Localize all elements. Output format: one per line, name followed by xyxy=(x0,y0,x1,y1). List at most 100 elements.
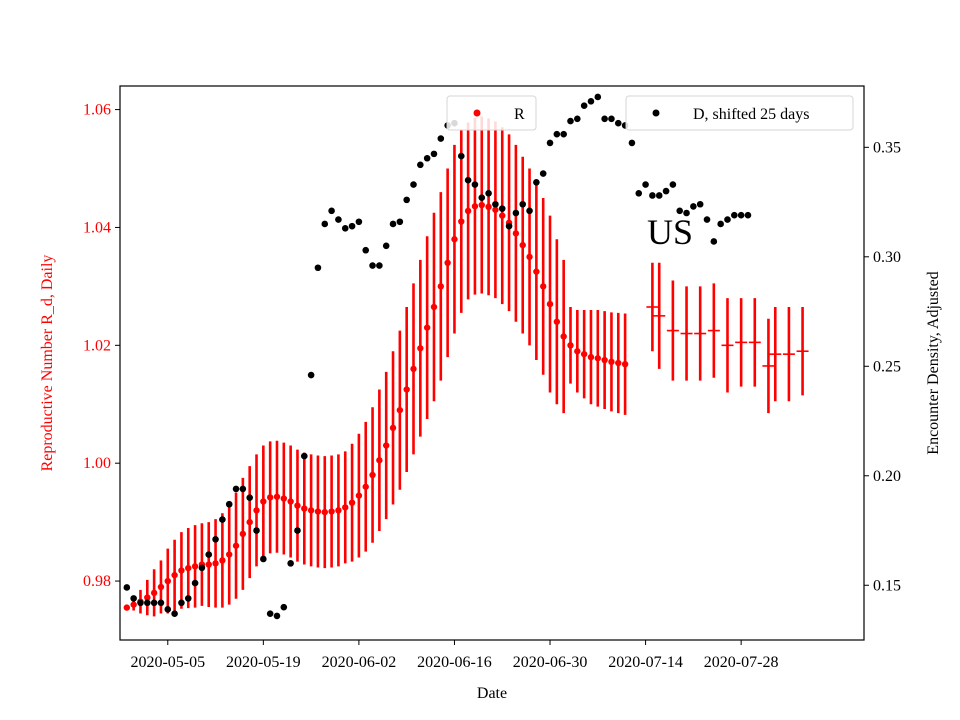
x-tick-label: 2020-06-02 xyxy=(322,654,397,671)
r-point xyxy=(519,241,526,249)
r-point xyxy=(266,494,274,501)
r-point xyxy=(355,492,363,499)
r-point xyxy=(621,360,629,368)
r-point xyxy=(437,283,445,290)
x-tick-label: 2020-07-14 xyxy=(608,654,683,671)
d-point xyxy=(662,187,670,195)
d-point xyxy=(273,612,281,620)
r-point xyxy=(560,333,567,340)
left-tick-label: 1.00 xyxy=(83,455,111,472)
d-point xyxy=(382,242,390,250)
x-axis-title: Date xyxy=(477,685,507,702)
r-point xyxy=(471,203,479,210)
r-point xyxy=(485,203,492,211)
r-point xyxy=(396,406,404,414)
d-point xyxy=(628,139,636,147)
d-point xyxy=(519,200,527,208)
d-point xyxy=(246,494,253,501)
left-tick-label: 0.98 xyxy=(83,573,111,590)
r-point xyxy=(253,507,260,514)
d-point xyxy=(587,98,595,105)
r-point xyxy=(205,561,212,568)
r-point xyxy=(321,508,328,516)
d-point xyxy=(744,211,752,219)
d-point xyxy=(690,203,697,210)
r-point xyxy=(335,507,342,514)
r-point xyxy=(539,283,547,290)
plot-frame xyxy=(119,85,865,641)
x-tick-label: 2020-07-28 xyxy=(704,654,779,671)
d-point xyxy=(403,196,410,204)
r-point xyxy=(369,471,376,479)
d-point xyxy=(341,225,349,232)
d-point xyxy=(655,192,663,199)
r-point xyxy=(164,577,171,585)
x-tick-label: 2020-06-16 xyxy=(417,654,492,671)
d-point xyxy=(574,115,581,123)
r-point xyxy=(478,201,485,209)
r-point xyxy=(410,365,417,373)
r-point xyxy=(423,324,431,331)
r-point xyxy=(144,594,151,601)
r-point xyxy=(362,483,369,490)
right-tick-label: 0.25 xyxy=(873,358,901,375)
d-point xyxy=(144,599,151,607)
r-point xyxy=(260,498,267,505)
r-point xyxy=(212,560,219,567)
legend-r-box xyxy=(446,95,537,131)
r-point xyxy=(587,353,595,361)
r-point xyxy=(580,350,588,358)
r-point xyxy=(130,601,137,608)
d-point xyxy=(437,135,445,142)
d-point xyxy=(580,102,588,110)
d-point xyxy=(642,181,649,188)
d-point xyxy=(294,527,301,534)
d-point xyxy=(601,115,608,123)
d-point xyxy=(396,218,404,226)
r-point xyxy=(383,442,390,449)
r-point xyxy=(301,505,308,512)
r-point xyxy=(546,300,554,308)
country-annotation: US xyxy=(647,212,693,252)
r-point xyxy=(458,218,465,225)
d-point xyxy=(464,176,472,184)
d-point xyxy=(492,200,499,208)
r-point xyxy=(512,230,520,237)
legend-d-box xyxy=(625,95,854,131)
r-point xyxy=(376,457,383,464)
d-point xyxy=(505,222,513,230)
d-point xyxy=(539,170,547,177)
d-point xyxy=(314,264,322,272)
right-tick-label: 0.15 xyxy=(873,577,901,594)
d-point xyxy=(553,130,561,138)
r-point xyxy=(553,318,561,325)
r-point xyxy=(280,495,288,502)
d-point xyxy=(253,527,260,534)
r-point xyxy=(451,236,458,243)
d-point xyxy=(731,211,738,219)
r-point xyxy=(157,583,165,591)
r-point xyxy=(444,259,451,267)
d-point xyxy=(567,117,574,125)
d-point xyxy=(348,222,356,230)
d-point xyxy=(300,452,308,460)
r-point xyxy=(185,564,192,572)
d-point xyxy=(676,207,684,215)
left-tick-label: 1.02 xyxy=(83,337,111,354)
d-point xyxy=(266,610,274,618)
r-point xyxy=(171,571,178,579)
d-point xyxy=(150,599,158,607)
d-point xyxy=(717,220,724,228)
legend-r[interactable]: R xyxy=(446,95,537,131)
r-point xyxy=(342,504,349,511)
r-point xyxy=(123,604,131,611)
legend-d[interactable]: D, shifted 25 days xyxy=(625,95,854,131)
r-point xyxy=(567,342,574,349)
r-point xyxy=(533,268,540,275)
r-point xyxy=(307,507,315,514)
d-point xyxy=(485,189,492,197)
d-point xyxy=(212,535,219,543)
r-point xyxy=(150,589,158,597)
legend-d-marker xyxy=(652,109,660,117)
r-point xyxy=(389,424,397,432)
